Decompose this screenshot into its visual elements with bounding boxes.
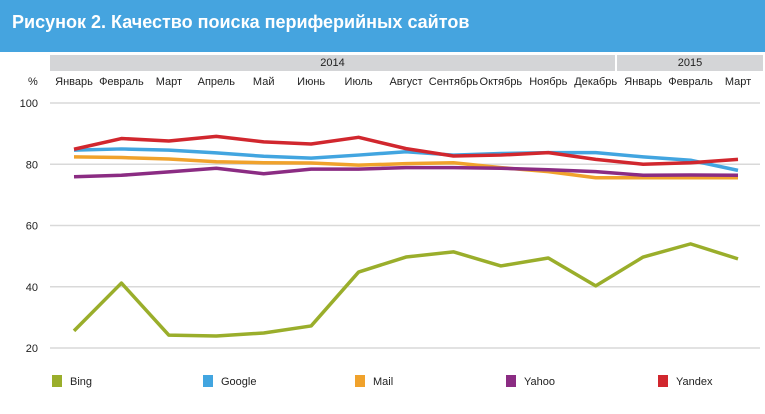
x-tick-label: Декабрь <box>574 76 617 88</box>
title-bar: Рисунок 2. Качество поиска периферийных … <box>0 0 765 52</box>
legend-swatch-mail <box>355 375 365 387</box>
series-line-google <box>73 147 739 173</box>
x-tick-label: Февраль <box>668 76 713 88</box>
series-line-yandex <box>73 134 739 166</box>
legend-label-mail: Mail <box>373 376 393 388</box>
y-axis-label: % <box>28 76 38 88</box>
series-line-yahoo <box>73 165 739 179</box>
y-tick-label: 20 <box>26 343 38 355</box>
legend-label-yahoo: Yahoo <box>524 376 555 388</box>
x-tick-label: Май <box>253 76 275 88</box>
x-tick-label: Сентябрь <box>429 76 479 88</box>
x-tick-label: Август <box>389 76 422 88</box>
y-tick-label: 80 <box>26 159 38 171</box>
series-line-mail <box>73 155 738 180</box>
year-band-2015: 2015 <box>617 55 763 71</box>
x-tick-label: Январь <box>55 76 93 88</box>
year-band-2014: 2014 <box>50 55 615 71</box>
y-tick-label: 100 <box>20 98 38 110</box>
x-tick-label: Апрель <box>198 76 236 88</box>
legend-swatch-yandex <box>658 375 668 387</box>
y-tick-label: 60 <box>26 221 38 233</box>
legend-label-google: Google <box>221 376 256 388</box>
legend-label-bing: Bing <box>70 376 92 388</box>
x-tick-label: Июль <box>345 76 373 88</box>
x-tick-label: Июнь <box>297 76 325 88</box>
legend-label-yandex: Yandex <box>676 376 713 388</box>
legend-swatch-yahoo <box>506 375 516 387</box>
chart-title: Рисунок 2. Качество поиска периферийных … <box>12 12 470 32</box>
legend-swatch-google <box>203 375 213 387</box>
x-tick-label: Январь <box>624 76 662 88</box>
y-tick-label: 40 <box>26 282 38 294</box>
x-tick-label: Март <box>725 76 751 88</box>
x-tick-label: Ноябрь <box>529 76 567 88</box>
series-line-bing <box>72 242 739 338</box>
x-tick-label: Октябрь <box>480 76 523 88</box>
legend-swatch-bing <box>52 375 62 387</box>
x-tick-label: Март <box>156 76 182 88</box>
x-tick-label: Февраль <box>99 76 144 88</box>
